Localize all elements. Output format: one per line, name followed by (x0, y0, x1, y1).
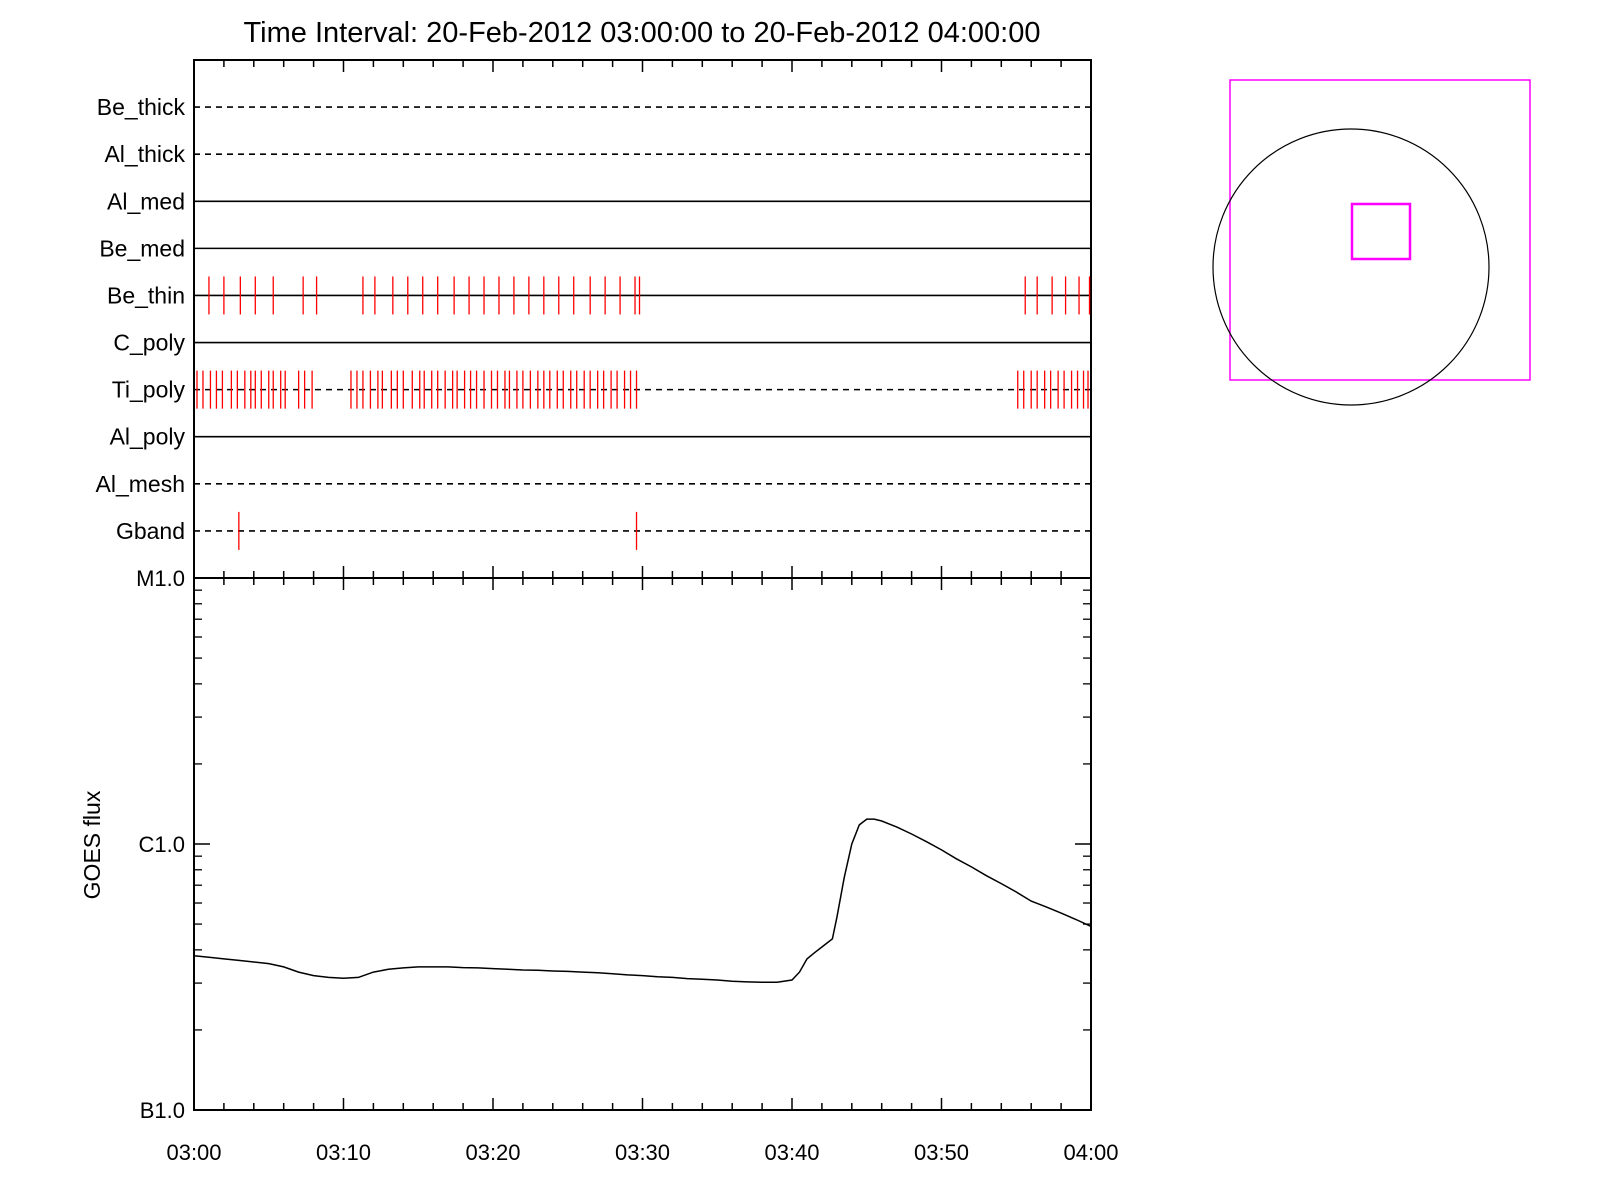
x-tick-label: 04:00 (1063, 1140, 1118, 1165)
y-tick-label: M1.0 (136, 566, 185, 591)
x-tick-label: 03:50 (914, 1140, 969, 1165)
chart-title: Time Interval: 20-Feb-2012 03:00:00 to 2… (244, 17, 1041, 49)
row-al-med: Al_med (107, 188, 1091, 214)
row-al-poly: Al_poly (110, 424, 1091, 450)
x-tick-label: 03:00 (166, 1140, 221, 1165)
row-label-al-med: Al_med (107, 188, 185, 214)
x-tick-label: 03:30 (615, 1140, 670, 1165)
goes-x-tick-labels: 03:00 03:10 03:20 03:30 03:40 03:50 04:00 (166, 1140, 1118, 1165)
timeline-ticks (193, 60, 1092, 578)
row-al-mesh: Al_mesh (96, 471, 1091, 497)
goes-y-axis-label: GOES flux (79, 790, 105, 899)
row-label-al-poly: Al_poly (110, 424, 186, 450)
x-tick-label: 03:40 (764, 1140, 819, 1165)
solar-disk (1212, 128, 1490, 406)
row-label-c-poly: C_poly (113, 330, 185, 356)
row-ti-poly: Ti_poly (112, 370, 1091, 409)
fov-inner-box (1350, 202, 1412, 261)
y-tick-label: B1.0 (140, 1098, 185, 1123)
fov-outer-box (1229, 79, 1531, 381)
row-label-be-med: Be_med (99, 235, 185, 261)
row-be-thick: Be_thick (97, 94, 1091, 120)
goes-frame (193, 577, 1092, 1111)
row-label-al-mesh: Al_mesh (96, 471, 185, 497)
timeline-rows: Be_thick Al_thick Al_med Be_med Be_thin C_pol… (96, 94, 1091, 550)
row-be-med: Be_med (99, 235, 1091, 261)
goes-y-tick-labels: M1.0 C1.0 B1.0 (136, 566, 185, 1123)
goes-ticks (193, 577, 1092, 1111)
goes-flux-curve (193, 818, 1092, 984)
row-label-al-thick: Al_thick (104, 141, 185, 167)
x-tick-label: 03:20 (465, 1140, 520, 1165)
timeline-plot: Be_thick Al_thick Al_med Be_med Be_thin C_pol… (96, 59, 1092, 579)
row-label-gband: Gband (116, 518, 185, 544)
row-label-ti-poly: Ti_poly (112, 377, 186, 403)
x-tick-label: 03:10 (316, 1140, 371, 1165)
goes-plot: M1.0C1.0B1.0 03:00 03:10 03:20 03:30 03:40 03… (79, 566, 1119, 1165)
row-c-poly: C_poly (113, 330, 1091, 356)
row-be-thin: Be_thin (107, 276, 1091, 315)
row-label-be-thick: Be_thick (97, 94, 186, 120)
y-tick-label: C1.0 (139, 832, 185, 857)
row-label-be-thin: Be_thin (107, 282, 185, 308)
row-gband: Gband (116, 511, 1091, 550)
timeline-frame (193, 59, 1092, 579)
fov-panel (1212, 79, 1531, 406)
row-al-thick: Al_thick (104, 141, 1091, 167)
